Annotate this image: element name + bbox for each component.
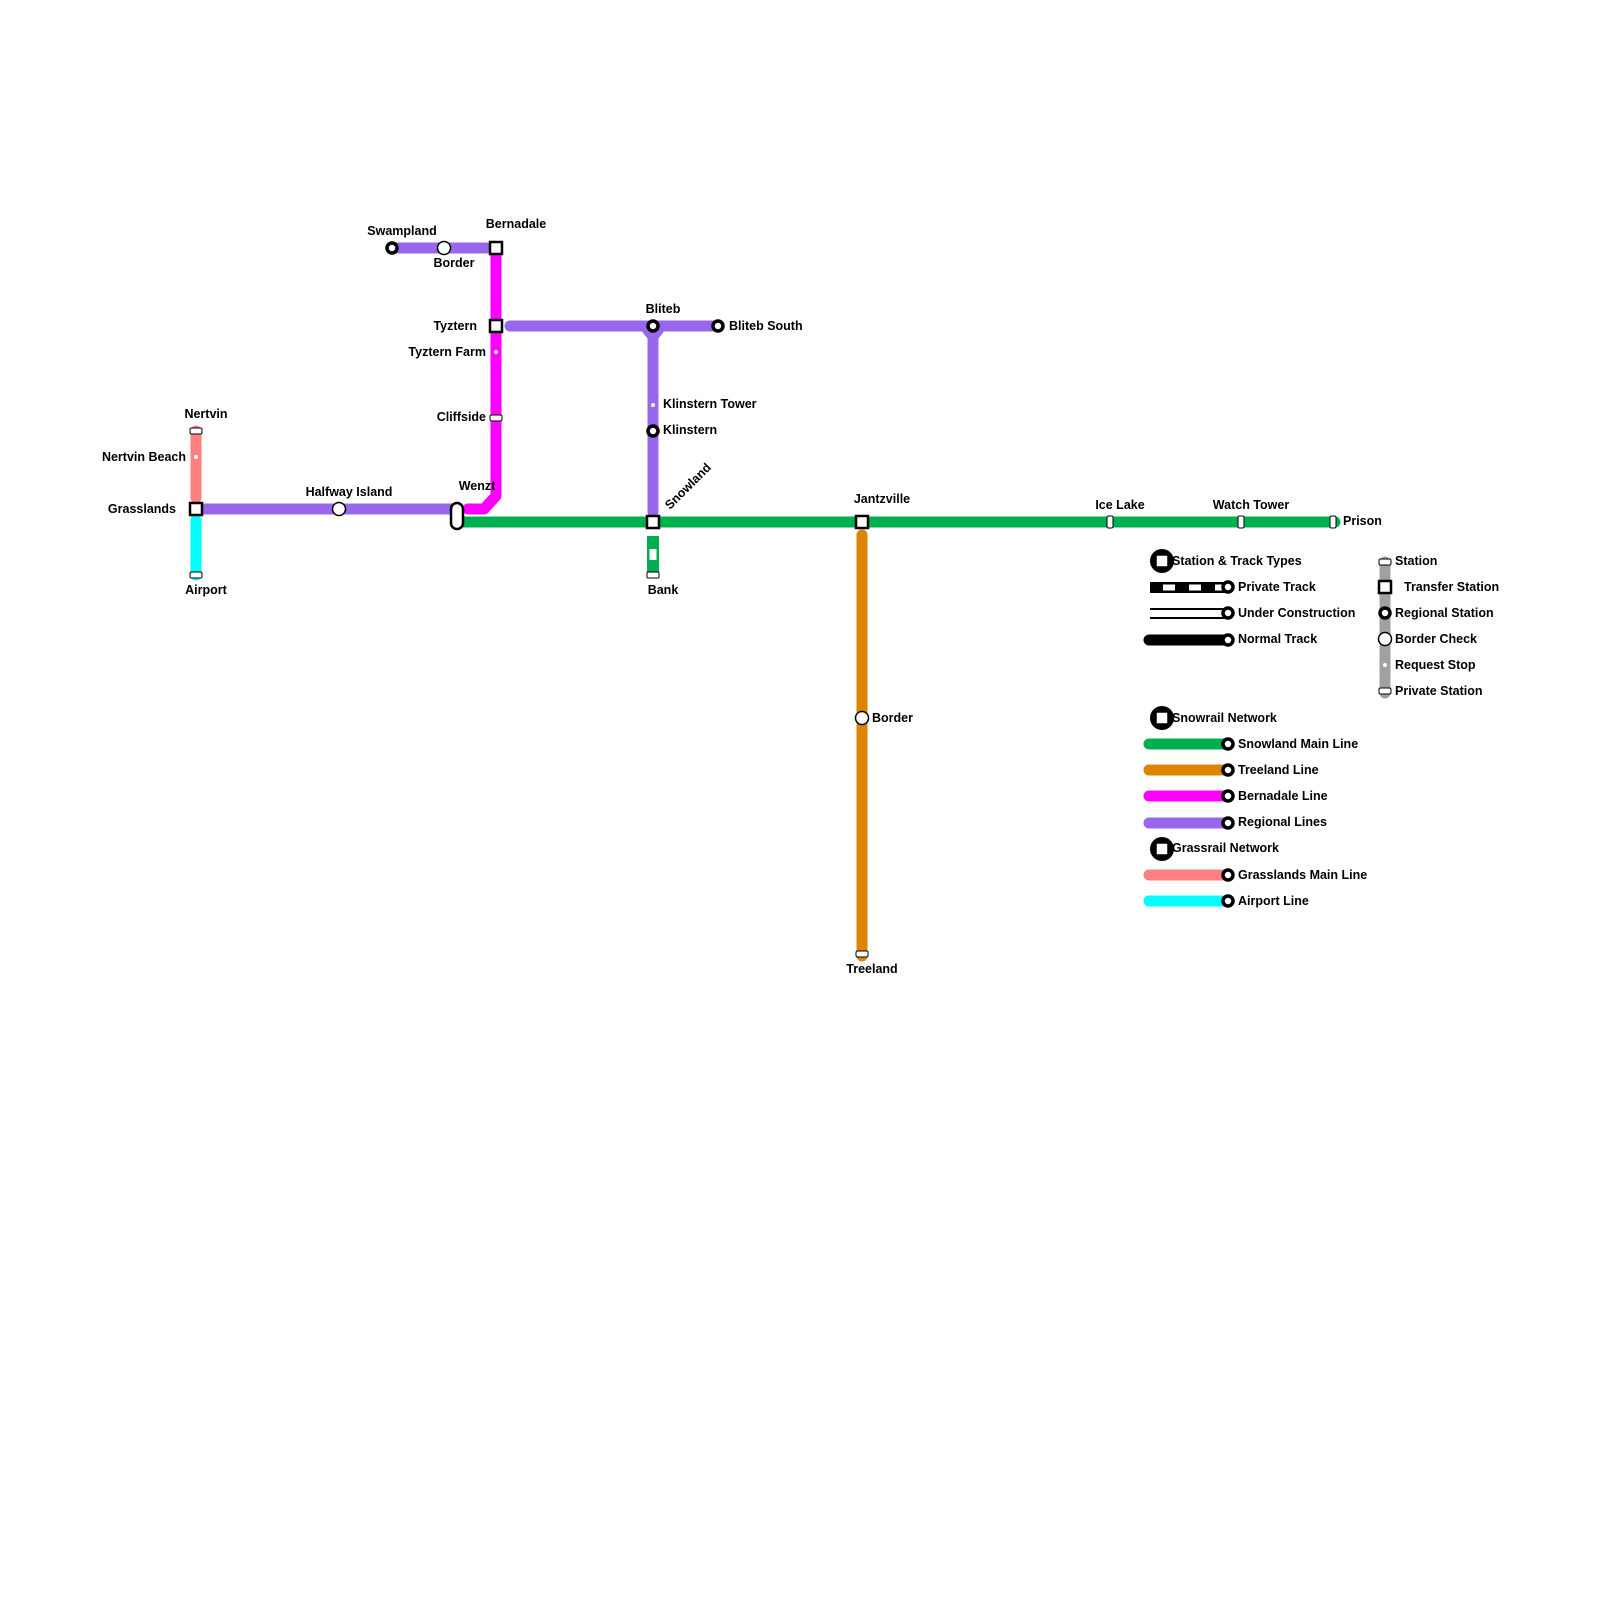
legend-request-stop: Request Stop <box>1395 658 1476 672</box>
legend-snowrail: Snowrail Network Snowland Main Line Tree… <box>1143 706 1358 830</box>
transfer-station-icon <box>1377 579 1393 595</box>
label-swampland: Swampland <box>367 224 436 238</box>
station-tyztern[interactable] <box>488 318 504 334</box>
station-jantzville[interactable] <box>854 514 870 530</box>
label-wenzt: Wenzt <box>459 479 496 493</box>
legend-border-check: Border Check <box>1395 632 1477 646</box>
station-prison[interactable] <box>1329 515 1337 529</box>
network-icon-square <box>1155 842 1169 856</box>
label-ice-lake: Ice Lake <box>1095 498 1144 512</box>
legend-grasslands-main: Grasslands Main Line <box>1238 868 1367 882</box>
bank-private-track-gap <box>649 549 657 560</box>
station-icon <box>1378 558 1392 566</box>
station-cliffside[interactable] <box>489 414 503 422</box>
legend-station-types: Station Transfer Station Regional Statio… <box>1377 554 1499 699</box>
legend-regional-station: Regional Station <box>1395 606 1494 620</box>
station-bernadale[interactable] <box>488 240 504 256</box>
legend-grassrail-title: Grassrail Network <box>1172 841 1279 855</box>
label-bliteb-south: Bliteb South <box>729 319 803 333</box>
legend-regional: Regional Lines <box>1238 815 1327 829</box>
legend-track-types: Station & Track Types Private Track Unde… <box>1143 549 1355 647</box>
station-halfway-island[interactable] <box>331 501 347 517</box>
private-track-gap <box>1189 584 1201 591</box>
station-tyztern-farm[interactable] <box>494 350 498 354</box>
label-snowland: Snowland <box>662 460 714 512</box>
lines <box>190 242 1341 962</box>
station-airport[interactable] <box>189 571 203 579</box>
regional-station-icon <box>1378 606 1392 620</box>
legend-airport: Airport Line <box>1238 894 1309 908</box>
station-nertvin-beach[interactable] <box>194 455 198 459</box>
label-halfway-island: Halfway Island <box>306 485 393 499</box>
legend-grassrail: Grassrail Network Grasslands Main Line A… <box>1143 837 1367 908</box>
label-border-north: Border <box>434 256 475 270</box>
station-snowland[interactable] <box>645 514 661 530</box>
legend-station-icon <box>1221 606 1235 620</box>
label-bliteb: Bliteb <box>646 302 681 316</box>
legend-station-icon <box>1221 894 1235 908</box>
station-watch-tower[interactable] <box>1237 515 1245 529</box>
legend-station-icon <box>1221 580 1235 594</box>
legend-station-icon <box>1221 737 1235 751</box>
private-track-gap <box>1163 584 1175 591</box>
label-nertvin: Nertvin <box>184 407 227 421</box>
border-check-icon <box>1377 631 1393 647</box>
station-treeland[interactable] <box>855 950 869 958</box>
legend-treeland: Treeland Line <box>1238 763 1319 777</box>
station-nertvin[interactable] <box>189 427 203 435</box>
station-ice-lake[interactable] <box>1106 515 1114 529</box>
station-grasslands[interactable] <box>188 501 204 517</box>
label-airport: Airport <box>185 583 228 597</box>
legend-private-track: Private Track <box>1238 580 1316 594</box>
label-watch-tower: Watch Tower <box>1213 498 1290 512</box>
legend-bernadale: Bernadale Line <box>1238 789 1328 803</box>
legend-under-construction: Under Construction <box>1238 606 1355 620</box>
legend-station-icon <box>1221 816 1235 830</box>
network-icon-square <box>1155 711 1169 725</box>
legend-station-icon <box>1221 868 1235 882</box>
legend-station: Station <box>1395 554 1437 568</box>
label-cliffside: Cliffside <box>437 410 486 424</box>
private-station-icon <box>1378 687 1392 695</box>
legend-station-icon <box>1221 789 1235 803</box>
label-prison: Prison <box>1343 514 1382 528</box>
private-track-gap <box>1215 584 1227 591</box>
label-border-south: Border <box>872 711 913 725</box>
legend-station-icon <box>1221 633 1235 647</box>
label-jantzville: Jantzville <box>854 492 910 506</box>
label-klinstern: Klinstern <box>663 423 717 437</box>
label-tyztern-farm: Tyztern Farm <box>408 345 486 359</box>
station-bliteb-south[interactable] <box>711 319 725 333</box>
legend-header-square <box>1155 554 1169 568</box>
label-tyztern: Tyztern <box>433 319 477 333</box>
station-bliteb[interactable] <box>646 319 660 333</box>
stations <box>188 240 1337 958</box>
under-construction-gap <box>1150 610 1228 617</box>
legend-normal-track: Normal Track <box>1238 632 1317 646</box>
request-stop-icon <box>1383 663 1387 667</box>
label-nertvin-beach: Nertvin Beach <box>102 450 186 464</box>
legend-track-title: Station & Track Types <box>1172 554 1302 568</box>
label-treeland: Treeland <box>846 962 897 976</box>
legend-private-station: Private Station <box>1395 684 1483 698</box>
line-bernadale[interactable] <box>462 244 502 515</box>
station-swampland[interactable] <box>385 241 399 255</box>
station-klinstern-tower[interactable] <box>651 403 655 407</box>
station-wenzt[interactable] <box>449 501 465 531</box>
station-border-north[interactable] <box>436 240 452 256</box>
station-klinstern[interactable] <box>646 424 660 438</box>
legend-snowland-main: Snowland Main Line <box>1238 737 1358 751</box>
station-border-south[interactable] <box>854 710 870 726</box>
label-bank: Bank <box>648 583 679 597</box>
station-labels: Swampland Border Bernadale Tyztern Tyzte… <box>102 217 1382 976</box>
label-klinstern-tower: Klinstern Tower <box>663 397 757 411</box>
legend-station-icon <box>1221 763 1235 777</box>
label-grasslands: Grasslands <box>108 502 176 516</box>
legend-snowrail-title: Snowrail Network <box>1172 711 1277 725</box>
legend-transfer-station: Transfer Station <box>1404 580 1499 594</box>
station-bank[interactable] <box>646 571 660 579</box>
label-bernadale: Bernadale <box>486 217 546 231</box>
